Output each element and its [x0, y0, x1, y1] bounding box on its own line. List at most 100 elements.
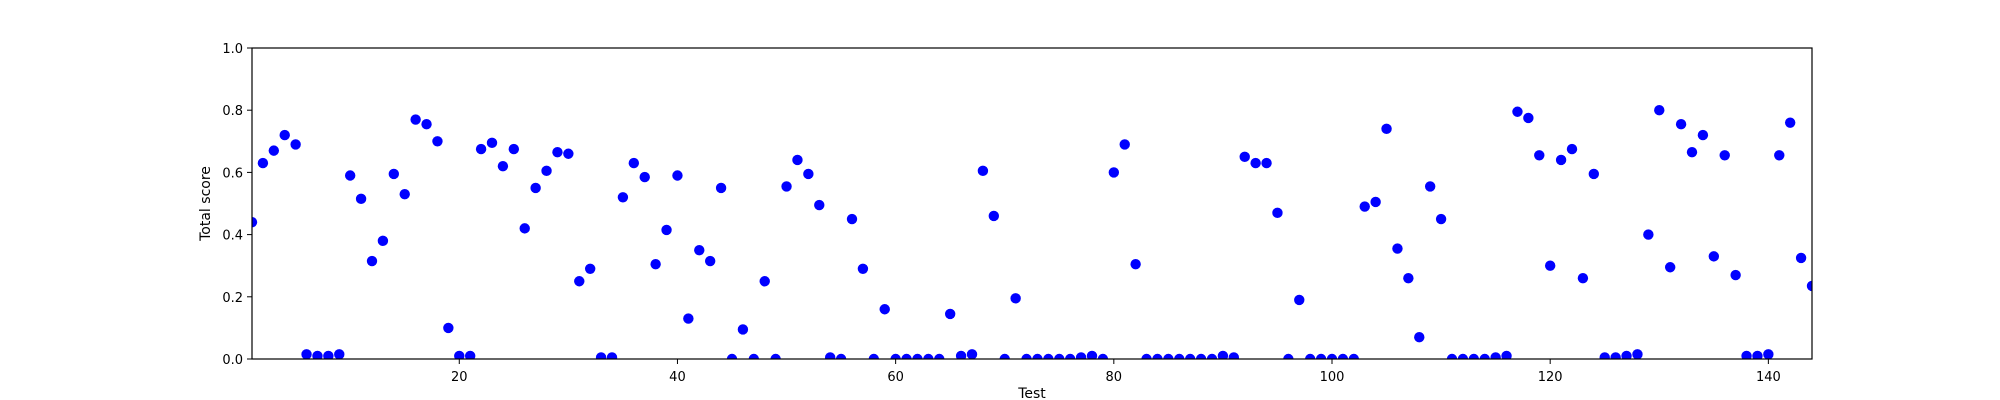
data-point	[1675, 118, 1687, 130]
data-point	[1163, 353, 1174, 359]
data-point	[694, 244, 705, 256]
data-point	[1206, 353, 1218, 359]
data-point	[1730, 269, 1741, 281]
data-point	[683, 313, 694, 324]
data-point	[574, 276, 585, 287]
data-point	[421, 118, 432, 130]
data-point	[377, 235, 389, 247]
data-point	[552, 146, 563, 158]
data-point	[1806, 280, 1812, 292]
data-point	[1010, 293, 1021, 304]
data-point	[1403, 272, 1414, 284]
data-point	[1130, 258, 1141, 270]
data-point	[999, 353, 1010, 359]
data-point	[334, 349, 345, 359]
data-point	[1294, 294, 1305, 306]
data-point	[1610, 352, 1621, 359]
data-point	[1763, 349, 1774, 359]
data-point	[410, 114, 421, 125]
y-tick-label: 1.0	[222, 42, 243, 57]
data-point	[563, 148, 574, 159]
data-point	[1326, 353, 1338, 359]
data-point	[1534, 150, 1545, 161]
data-point	[1435, 213, 1447, 225]
data-point	[252, 216, 258, 228]
data-point	[1195, 353, 1207, 359]
y-axis-ticks: 0.0 0.2 0.4 0.6 0.8 1.0	[222, 42, 252, 368]
data-point	[1795, 252, 1807, 264]
x-tick-label: 60	[887, 370, 904, 385]
data-point	[1359, 201, 1370, 212]
data-point	[1054, 353, 1065, 359]
data-point	[464, 350, 476, 359]
data-point	[366, 255, 378, 267]
x-tick-label: 20	[451, 370, 468, 385]
y-tick-label: 0.6	[222, 166, 243, 181]
data-point	[1272, 207, 1283, 219]
data-point	[1392, 243, 1403, 254]
data-point	[737, 324, 749, 335]
y-tick-label: 0.8	[222, 104, 243, 119]
data-point	[268, 145, 280, 156]
data-point	[1337, 353, 1349, 359]
data-point	[661, 224, 672, 236]
data-point	[1283, 353, 1294, 359]
data-point	[814, 199, 825, 211]
data-point	[792, 154, 803, 166]
data-point	[595, 352, 607, 359]
y-tick-label: 0.0	[222, 353, 243, 368]
data-point	[454, 350, 465, 359]
data-point	[1043, 353, 1054, 359]
data-point	[1752, 350, 1763, 359]
data-point	[541, 165, 552, 177]
data-point	[1708, 251, 1720, 262]
data-point	[901, 353, 912, 359]
data-point	[628, 157, 640, 169]
data-point	[301, 349, 312, 359]
data-point	[1304, 353, 1316, 359]
data-point	[781, 181, 792, 192]
data-point	[323, 350, 334, 359]
data-point	[1414, 332, 1425, 343]
data-point	[1075, 352, 1087, 359]
data-point	[650, 258, 661, 270]
data-point	[388, 168, 400, 180]
data-point	[835, 353, 847, 359]
data-point	[1108, 167, 1120, 178]
data-point	[606, 352, 618, 359]
data-point	[846, 213, 858, 225]
data-point	[912, 353, 923, 359]
data-point	[1064, 353, 1076, 359]
data-point	[726, 353, 738, 359]
data-point	[824, 352, 836, 359]
data-point	[1555, 154, 1567, 166]
data-point	[1217, 350, 1229, 359]
data-point	[1599, 352, 1610, 359]
data-point	[1021, 353, 1032, 359]
y-tick-label: 0.4	[222, 229, 243, 244]
data-point	[1686, 146, 1698, 158]
data-point	[432, 136, 443, 147]
x-tick-label: 80	[1106, 370, 1123, 385]
data-point	[486, 137, 498, 149]
data-point	[1184, 353, 1196, 359]
data-point	[1741, 350, 1752, 359]
data-point	[1479, 353, 1490, 359]
data-point	[955, 350, 967, 359]
data-point	[584, 263, 596, 275]
data-point	[715, 182, 727, 194]
data-point	[879, 304, 890, 315]
data-point	[290, 139, 301, 150]
data-point	[1141, 353, 1152, 359]
data-point	[312, 350, 323, 359]
data-point	[443, 322, 454, 334]
data-point	[977, 165, 989, 177]
data-point	[923, 353, 934, 359]
data-point	[1512, 106, 1523, 117]
data-point	[1621, 350, 1632, 359]
x-axis-ticks: 20 40 60 80 100 120 140	[451, 359, 1781, 385]
data-point	[1446, 353, 1458, 359]
data-point	[704, 255, 716, 267]
data-point	[1239, 151, 1250, 163]
